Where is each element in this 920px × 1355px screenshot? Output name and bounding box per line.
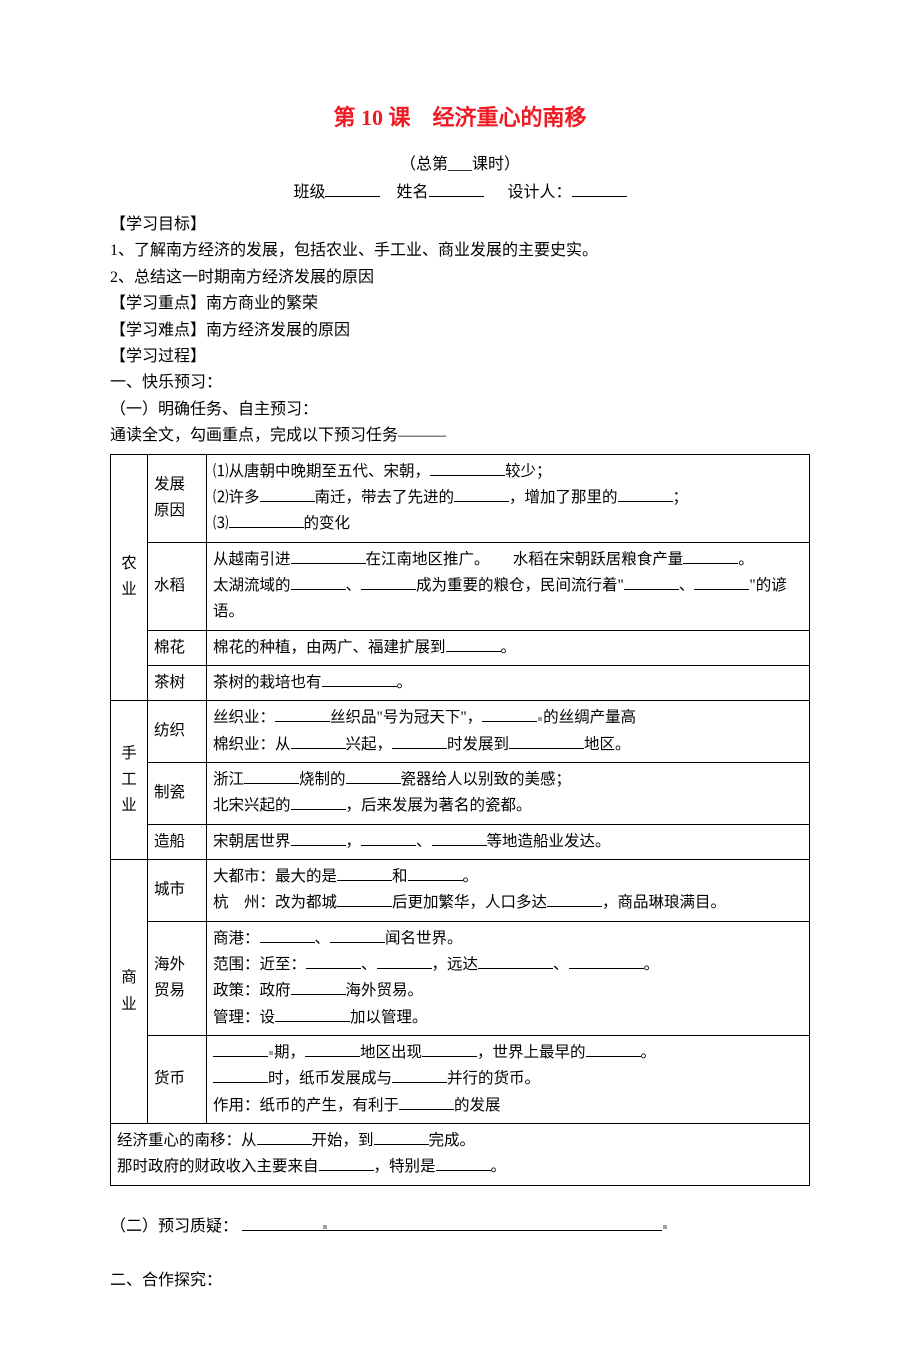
table-row: 海外贸易 商港：、闻名世界。 范围：近至：、，远达、。 政策：政府海外贸易。 管… (111, 921, 810, 1035)
porcelain-cell: 浙江烧制的瓷器给人以别致的美感； 北宋兴起的，后来发展为著名的瓷都。 (207, 762, 810, 824)
document-page: 第 10 课 经济重心的南移 （总第___课时） 班级 姓名 设计人： 【学习目… (0, 0, 920, 1355)
student-info-line: 班级 姓名 设计人： (110, 178, 810, 202)
city-cell: 大都市：最大的是和。 杭 州：改为都城后更加繁华，人口多达，商品琳琅满目。 (207, 859, 810, 921)
tea-cell: 茶树的栽培也有。 (207, 665, 810, 700)
summary-cell: 经济重心的南移：从开始，到完成。 那时政府的财政收入主要来自，特别是。 (111, 1124, 810, 1186)
name-label: 姓名 (396, 184, 428, 201)
designer-label: 设计人： (508, 184, 572, 201)
table-row: 棉花 棉花的种植，由两广、福建扩展到。 (111, 630, 810, 665)
cotton-cell: 棉花的种植，由两广、福建扩展到。 (207, 630, 810, 665)
process-heading: 【学习过程】 (110, 344, 810, 370)
dot-icon (663, 1225, 667, 1229)
reason-cell: ⑴从唐朝中晚期至五代、宋朝，较少； ⑵许多南迁，带去了先进的，增加了那里的； ⑶… (207, 454, 810, 542)
table-row: 造船 宋朝居世界，、等地造船业发达。 (111, 824, 810, 859)
question-blank[interactable] (242, 1214, 662, 1231)
explore-heading: 二、合作探究： (110, 1268, 810, 1294)
focus-line: 【学习重点】南方商业的繁荣 (110, 291, 810, 317)
table-row: 茶树 茶树的栽培也有。 (111, 665, 810, 700)
goal-2: 2、总结这一时期南方经济发展的原因 (110, 265, 810, 291)
table-row: 商业 城市 大都市：最大的是和。 杭 州：改为都城后更加繁华，人口多达，商品琳琅… (111, 859, 810, 921)
lesson-title: 第 10 课 经济重心的南移 (110, 100, 810, 132)
dot-icon (269, 1051, 273, 1055)
hand-cat: 手工业 (111, 701, 148, 860)
tea-label: 茶树 (148, 665, 207, 700)
city-label: 城市 (148, 859, 207, 921)
goal-heading: 【学习目标】 (110, 212, 810, 238)
table-row: 经济重心的南移：从开始，到完成。 那时政府的财政收入主要来自，特别是。 (111, 1124, 810, 1186)
intro-line: 通读全文，勾画重点，完成以下预习任务——— (110, 423, 810, 449)
agri-cat: 农业 (111, 454, 148, 701)
class-label: 班级 (293, 184, 325, 201)
textile-label: 纺织 (148, 701, 207, 763)
ship-cell: 宋朝居世界，、等地造船业发达。 (207, 824, 810, 859)
reason-label: 发展原因 (148, 454, 207, 542)
content-table: 农业 发展原因 ⑴从唐朝中晚期至五代、宋朝，较少； ⑵许多南迁，带去了先进的，增… (110, 454, 810, 1186)
table-row: 农业 发展原因 ⑴从唐朝中晚期至五代、宋朝，较少； ⑵许多南迁，带去了先进的，增… (111, 454, 810, 542)
preview-heading: 一、快乐预习： (110, 370, 810, 396)
table-row: 制瓷 浙江烧制的瓷器给人以别致的美感； 北宋兴起的，后来发展为著名的瓷都。 (111, 762, 810, 824)
class-blank[interactable] (325, 180, 380, 197)
designer-blank[interactable] (572, 180, 627, 197)
period-line: （总第___课时） (110, 150, 810, 174)
rice-cell: 从越南引进在江南地区推广。 水稻在宋朝跃居粮食产量。 太湖流域的、成为重要的粮仓… (207, 542, 810, 630)
textile-cell: 丝织业：丝织品"号为冠天下"，的丝绸产量高 棉织业：从兴起，时发展到地区。 (207, 701, 810, 763)
money-label: 货币 (148, 1036, 207, 1124)
cotton-label: 棉花 (148, 630, 207, 665)
biz-cat: 商业 (111, 859, 148, 1123)
question-line: （二）预习质疑： (110, 1214, 810, 1240)
goal-1: 1、了解南方经济的发展，包括农业、手工业、商业发展的主要史实。 (110, 238, 810, 264)
table-row: 手工业 纺织 丝织业：丝织品"号为冠天下"，的丝绸产量高 棉织业：从兴起，时发展… (111, 701, 810, 763)
task-heading: （一）明确任务、自主预习： (110, 397, 810, 423)
dot-icon (538, 717, 542, 721)
table-row: 货币 期，地区出现，世界上最早的。 时，纸币发展成与并行的货币。 作用：纸币的产… (111, 1036, 810, 1124)
dot-icon (323, 1225, 327, 1229)
rice-label: 水稻 (148, 542, 207, 630)
money-cell: 期，地区出现，世界上最早的。 时，纸币发展成与并行的货币。 作用：纸币的产生，有… (207, 1036, 810, 1124)
porcelain-label: 制瓷 (148, 762, 207, 824)
table-row: 水稻 从越南引进在江南地区推广。 水稻在宋朝跃居粮食产量。 太湖流域的、成为重要… (111, 542, 810, 630)
trade-cell: 商港：、闻名世界。 范围：近至：、，远达、。 政策：政府海外贸易。 管理：设加以… (207, 921, 810, 1035)
ship-label: 造船 (148, 824, 207, 859)
difficulty-line: 【学习难点】南方经济发展的原因 (110, 318, 810, 344)
trade-label: 海外贸易 (148, 921, 207, 1035)
name-blank[interactable] (429, 180, 484, 197)
